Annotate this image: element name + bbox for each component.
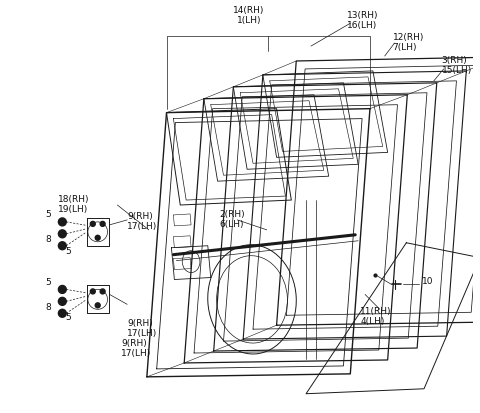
Circle shape [59,230,66,238]
Text: 8: 8 [46,303,51,312]
Text: 17(LH): 17(LH) [121,349,152,358]
Text: 5: 5 [65,313,71,322]
Text: 9(RH): 9(RH) [127,212,153,221]
Text: 9(RH): 9(RH) [127,319,153,328]
Circle shape [100,221,105,226]
Circle shape [59,218,66,226]
Circle shape [59,242,66,250]
Text: 12(RH): 12(RH) [393,33,424,42]
Text: 3(RH): 3(RH) [442,56,468,65]
Circle shape [59,297,66,305]
Text: 13(RH): 13(RH) [348,11,379,20]
Text: 5: 5 [46,211,51,219]
Circle shape [95,303,100,308]
Text: 9(RH): 9(RH) [121,339,147,348]
Text: 15(LH): 15(LH) [442,66,472,75]
Text: 1(LH): 1(LH) [237,16,261,25]
Text: 17(LH): 17(LH) [127,329,157,338]
Text: 14(RH): 14(RH) [233,6,265,15]
Circle shape [59,285,66,293]
Text: 16(LH): 16(LH) [348,21,378,30]
Text: 4(LH): 4(LH) [360,317,384,326]
Text: 10: 10 [422,277,433,286]
Circle shape [90,289,95,294]
Text: 6(LH): 6(LH) [219,220,244,229]
Text: 8: 8 [46,235,51,244]
Text: 7(LH): 7(LH) [393,43,417,52]
Circle shape [95,235,100,240]
Text: 11(RH): 11(RH) [360,307,392,316]
Text: 2(RH): 2(RH) [219,210,245,219]
Text: 5: 5 [65,247,71,256]
Circle shape [90,221,95,226]
Text: 18(RH): 18(RH) [59,195,90,204]
Circle shape [100,289,105,294]
Text: 5: 5 [46,278,51,287]
Circle shape [59,309,66,317]
Text: 19(LH): 19(LH) [59,205,89,214]
Text: 17(LH): 17(LH) [127,222,157,231]
